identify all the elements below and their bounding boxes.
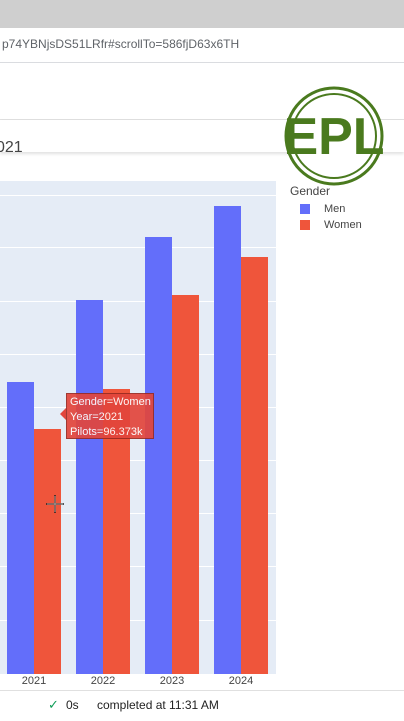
logo-text: EPL [284,108,384,166]
status-message: completed at 11:31 AM [97,698,219,712]
bar-men-2024[interactable] [214,206,241,674]
gridline [0,620,276,621]
bar-women-2021[interactable] [34,429,61,674]
hover-tooltip: Gender=Women Year=2021 Pilots=96.373k [66,393,154,439]
x-tick-2021: 2021 [21,675,47,687]
x-tick-2023: 2023 [159,675,185,687]
address-bar[interactable]: p74YBNjsDS51LRfr#scrollTo=586fjD63x6TH [0,28,404,63]
crosshair-cursor-icon [46,495,64,513]
gridline [0,195,276,196]
tooltip-line-year: Year=2021 [70,411,124,423]
tooltip-line-gender: Gender=Women [70,396,151,408]
gridline [0,301,276,302]
gridline [0,460,276,461]
status-duration: 0s [66,698,79,712]
gridline [0,513,276,514]
epl-logo: EPL [284,86,384,186]
address-url[interactable]: p74YBNjsDS51LRfr#scrollTo=586fjD63x6TH [2,37,240,51]
legend-label-men: Men [324,203,346,215]
tooltip-line-pilots: Pilots=96.373k [70,426,143,438]
bar-women-2024[interactable] [241,257,268,674]
legend-swatch-men [300,204,310,214]
legend-swatch-women [300,220,310,230]
check-icon: ✓ [48,697,59,712]
bar-men-2023[interactable] [145,236,172,674]
bar-women-2023[interactable] [172,295,199,674]
x-tick-2022: 2022 [90,675,116,687]
legend-label-women: Women [324,219,362,231]
bar-men-2021[interactable] [7,381,34,674]
x-tick-2024: 2024 [228,675,254,687]
gridline [0,354,276,355]
chart-title-fragment: 021 [0,139,23,156]
tooltip-arrow [60,408,66,420]
legend-title: Gender [290,184,331,198]
gridline [0,566,276,567]
browser-top-bar [0,0,404,28]
status-bar: ✓ 0s completed at 11:31 AM [0,690,404,721]
bar-men-2022[interactable] [76,300,103,674]
gridline [0,247,276,248]
